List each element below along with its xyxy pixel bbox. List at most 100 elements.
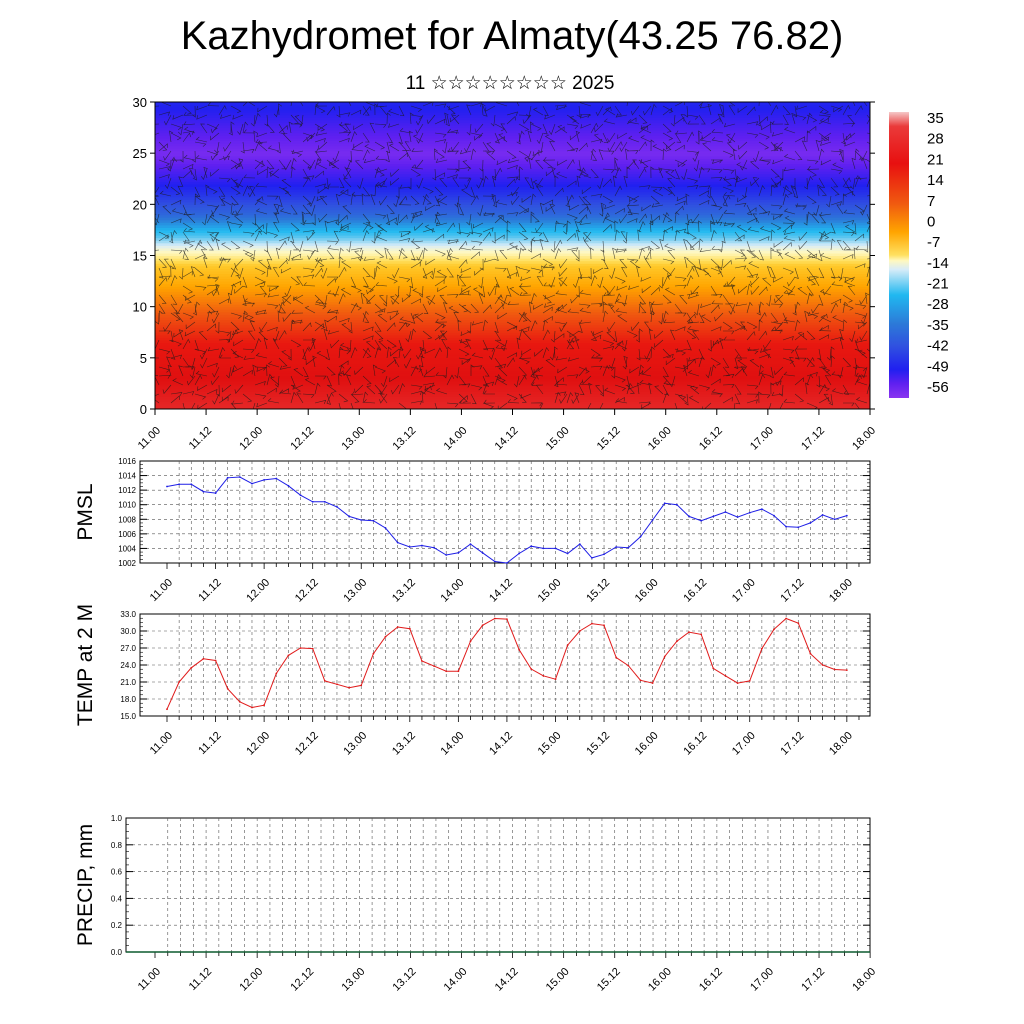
wind-barb — [242, 102, 252, 107]
wind-barb — [507, 301, 520, 306]
wind-barb — [842, 133, 852, 143]
wind-barb — [830, 346, 835, 359]
wind-barb — [221, 384, 232, 393]
wind-barb — [293, 368, 304, 377]
wind-barb — [416, 132, 424, 144]
x-tick-label: 16.12 — [681, 730, 709, 758]
wind-barb — [420, 355, 425, 368]
wind-barb — [326, 105, 336, 116]
wind-barb — [242, 312, 254, 320]
wind-barb — [482, 382, 490, 395]
wind-barb — [446, 239, 459, 244]
temperature-band — [155, 240, 870, 244]
wind-barb — [327, 183, 340, 188]
wind-barb — [614, 384, 627, 391]
wind-barb — [422, 186, 434, 194]
x-tick-label: 17.00 — [730, 577, 758, 605]
wind-barb — [723, 209, 736, 215]
wind-barb — [326, 315, 337, 323]
data-point — [408, 627, 411, 630]
wind-barb — [654, 339, 664, 348]
wind-barb — [722, 384, 735, 388]
wind-barb — [842, 240, 851, 250]
wind-barb — [259, 285, 268, 296]
wind-barb — [690, 240, 700, 250]
wind-barb — [698, 267, 710, 276]
wind-barb — [822, 367, 832, 377]
wind-barb — [604, 216, 616, 224]
wind-barb — [412, 213, 424, 219]
temperature-band — [155, 222, 870, 226]
wind-barb — [644, 258, 652, 269]
wind-barb — [282, 187, 292, 197]
wind-barb — [707, 339, 712, 352]
wind-barb — [542, 319, 548, 332]
wind-barb — [665, 357, 676, 366]
wind-barb — [268, 170, 280, 179]
data-point — [712, 515, 715, 518]
y-axis-label: PMSL — [74, 483, 97, 540]
wind-barb — [169, 130, 174, 143]
wind-barb — [206, 276, 219, 282]
wind-barb — [470, 251, 480, 260]
wind-barb — [529, 177, 535, 190]
wind-barb — [470, 365, 483, 370]
wind-barb — [599, 402, 604, 409]
wind-barb — [663, 319, 676, 324]
wind-barb — [602, 150, 615, 155]
wind-barb — [842, 303, 854, 311]
wind-barb — [622, 357, 628, 370]
wind-barb — [350, 130, 358, 143]
data-point — [299, 494, 302, 497]
wind-barb — [783, 167, 796, 172]
wind-barb — [314, 303, 327, 310]
wind-barb — [699, 137, 712, 143]
wind-barb — [734, 231, 743, 242]
wind-barb — [509, 242, 520, 251]
wind-barb — [554, 126, 565, 134]
temperature-band — [155, 314, 870, 318]
x-tick-label: 14.12 — [487, 730, 515, 758]
wind-barb — [530, 151, 540, 161]
wind-barb — [170, 395, 180, 404]
wind-barb — [638, 159, 649, 169]
x-tick-label: 11.12 — [196, 730, 223, 757]
wind-barb — [692, 150, 700, 162]
wind-barb — [170, 258, 177, 270]
wind-barb — [710, 357, 721, 366]
wind-barb — [794, 348, 800, 360]
wind-barb — [794, 319, 801, 332]
data-point — [433, 546, 435, 549]
wind-barb — [543, 282, 556, 287]
wind-barb — [629, 366, 640, 374]
wind-barb — [855, 338, 868, 343]
wind-barb — [722, 373, 735, 379]
wind-barb — [638, 213, 647, 224]
data-point — [542, 547, 545, 550]
wind-barb — [446, 168, 459, 173]
temperature-band — [155, 235, 870, 239]
wind-barb — [842, 190, 854, 197]
wind-barb — [254, 159, 266, 168]
wind-barb — [338, 373, 343, 386]
wind-barb — [640, 135, 652, 143]
wind-barb — [506, 178, 516, 188]
temperature-band — [155, 178, 870, 182]
wind-barb — [839, 149, 844, 161]
wind-barb — [483, 211, 496, 216]
wind-barb — [772, 276, 784, 283]
wind-barb — [819, 327, 832, 332]
wind-barb — [770, 303, 783, 308]
wind-barb — [170, 199, 182, 206]
wind-barb — [602, 132, 609, 144]
wind-barb — [590, 150, 598, 161]
wind-barb — [687, 325, 700, 332]
wind-barb — [188, 402, 196, 409]
data-point — [748, 511, 751, 514]
wind-barb — [390, 177, 400, 186]
wind-barb — [590, 330, 598, 341]
wind-barb — [314, 123, 326, 132]
wind-barb — [614, 220, 619, 233]
wind-barb — [171, 208, 184, 215]
